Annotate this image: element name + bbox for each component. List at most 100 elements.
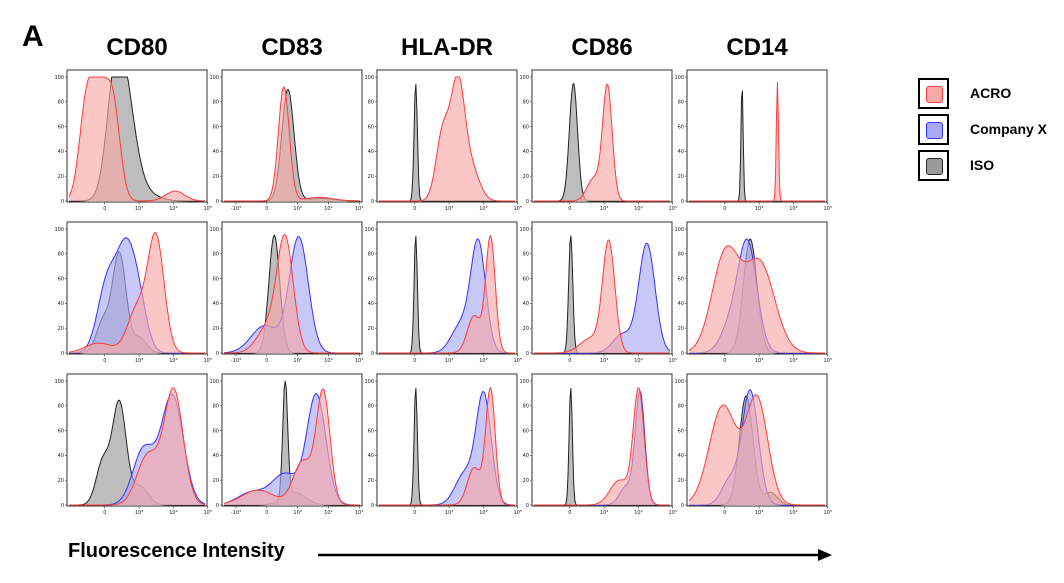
x-tick-label: 10⁴ xyxy=(479,510,487,516)
x-tick-label: 10⁵ xyxy=(669,510,677,516)
histogram-line-acro xyxy=(69,387,206,506)
histogram-panel-r1-cd80: 0 20 40 60 80 100 0 10³ 10⁴ 10⁵ xyxy=(54,69,212,212)
y-tick-label: 60 xyxy=(678,124,684,130)
histogram-fill-acro xyxy=(534,239,670,353)
x-tick-label: 0 xyxy=(568,510,571,516)
x-tick-label: 10⁵ xyxy=(824,358,832,364)
x-tick-label: 0 xyxy=(413,358,416,364)
histogram-panel-r3-hla-dr: 0 20 40 60 80 100 0 10³ 10⁴ 10⁵ xyxy=(364,373,522,516)
y-tick-label: 0 xyxy=(681,503,684,509)
y-tick-label: 100 xyxy=(364,227,374,233)
legend-label-company-x: Company X xyxy=(970,121,1048,137)
legend-label-iso: ISO xyxy=(970,157,995,173)
x-tick-label: 10⁴ xyxy=(634,206,642,212)
histogram-fill-acro xyxy=(379,77,515,201)
histogram-line-acro xyxy=(379,76,515,202)
y-tick-label: 40 xyxy=(523,453,529,459)
y-tick-label: 20 xyxy=(58,478,64,484)
histogram-fill-acro xyxy=(224,87,360,201)
x-tick-label: 10³ xyxy=(600,358,608,364)
x-tick-label: 10³ xyxy=(135,510,143,516)
x-tick-label: 10⁵ xyxy=(824,206,832,212)
histogram-line-acro xyxy=(534,83,670,202)
legend-swatch-iso xyxy=(926,158,943,175)
histogram-line-acro xyxy=(534,387,670,506)
histogram-panel-r2-hla-dr: 0 20 40 60 80 100 0 10³ 10⁴ 10⁵ xyxy=(364,221,522,364)
x-tick-label: 10⁵ xyxy=(514,206,522,212)
histogram-panel-r3-cd83: 0 20 40 60 80 100 -10³ 0 10³ 10⁴ 10⁵ xyxy=(209,373,363,516)
histogram-fill-acro xyxy=(224,388,360,505)
y-tick-label: 0 xyxy=(526,351,529,357)
x-tick-label: 10⁴ xyxy=(634,510,642,516)
y-tick-label: 20 xyxy=(523,478,529,484)
x-tick-label: 10³ xyxy=(755,510,763,516)
x-tick-label: 0 xyxy=(265,206,268,212)
x-axis-arrow xyxy=(318,549,832,561)
y-tick-label: 0 xyxy=(216,351,219,357)
y-tick-label: 60 xyxy=(368,124,374,130)
y-tick-label: 60 xyxy=(523,428,529,434)
histogram-panel-r2-cd14: 0 20 40 60 80 100 0 10³ 10⁴ 10⁵ xyxy=(674,221,832,364)
histogram-fill-acro xyxy=(689,394,825,505)
x-tick-label: 0 xyxy=(413,510,416,516)
x-tick-label: 10⁵ xyxy=(355,358,363,364)
x-tick-label: 10⁴ xyxy=(789,358,797,364)
y-tick-label: 60 xyxy=(368,428,374,434)
plot-frame xyxy=(686,69,828,203)
y-tick-label: 100 xyxy=(209,379,219,385)
y-tick-label: 0 xyxy=(526,503,529,509)
x-tick-label: 10⁵ xyxy=(669,358,677,364)
x-tick-label: 10⁴ xyxy=(169,358,177,364)
y-tick-label: 20 xyxy=(368,326,374,332)
x-tick-label: 10³ xyxy=(293,206,301,212)
y-tick-label: 20 xyxy=(678,326,684,332)
y-tick-label: 40 xyxy=(58,301,64,307)
histogram-line-acro xyxy=(379,386,515,506)
y-tick-label: 100 xyxy=(54,227,64,233)
histogram-fill-company-x xyxy=(69,237,205,353)
y-tick-label: 40 xyxy=(213,453,219,459)
y-tick-label: 20 xyxy=(368,478,374,484)
y-tick-label: 80 xyxy=(523,252,529,258)
x-tick-label: 10⁵ xyxy=(514,358,522,364)
legend-item-acro: ACRO xyxy=(918,78,1058,112)
y-tick-label: 0 xyxy=(371,351,374,357)
y-tick-label: 40 xyxy=(213,301,219,307)
histogram-line-acro xyxy=(688,394,825,506)
x-tick-label: 0 xyxy=(568,358,571,364)
x-tick-label: -10³ xyxy=(231,510,241,516)
x-tick-label: 10⁴ xyxy=(479,358,487,364)
y-tick-label: 80 xyxy=(678,404,684,410)
x-tick-label: 0 xyxy=(103,206,106,212)
legend-item-iso: ISO xyxy=(918,150,1058,184)
x-tick-label: 10⁴ xyxy=(169,206,177,212)
y-tick-label: 40 xyxy=(523,301,529,307)
column-title-cd14: CD14 xyxy=(726,34,788,61)
histogram-fill-iso xyxy=(224,89,360,201)
y-tick-label: 60 xyxy=(678,428,684,434)
y-tick-label: 20 xyxy=(213,174,219,180)
histogram-fill-acro xyxy=(689,245,825,353)
x-tick-label: 10⁵ xyxy=(824,510,832,516)
column-title-hla-dr: HLA-DR xyxy=(401,34,493,61)
histogram-panel-r2-cd86: 0 20 40 60 80 100 0 10³ 10⁴ 10⁵ xyxy=(519,221,677,364)
histogram-fill-acro xyxy=(224,234,360,353)
x-tick-label: 10³ xyxy=(135,358,143,364)
y-tick-label: 40 xyxy=(58,453,64,459)
x-tick-label: 0 xyxy=(265,510,268,516)
x-tick-label: 10³ xyxy=(445,206,453,212)
legend-label-acro: ACRO xyxy=(970,85,1012,101)
y-tick-label: 0 xyxy=(526,199,529,205)
y-tick-label: 20 xyxy=(58,326,64,332)
x-tick-label: 10³ xyxy=(135,206,143,212)
y-tick-label: 40 xyxy=(368,453,374,459)
panel-label: A xyxy=(22,20,44,53)
x-tick-label: 10⁵ xyxy=(355,510,363,516)
histogram-panel-r2-cd83: 0 20 40 60 80 100 -10³ 0 10³ 10⁴ 10⁵ xyxy=(209,221,363,364)
legend-swatch-acro xyxy=(926,86,943,103)
column-title-cd80: CD80 xyxy=(106,34,168,61)
y-tick-label: 60 xyxy=(523,276,529,282)
x-tick-label: 10⁵ xyxy=(204,358,212,364)
x-tick-label: 10⁴ xyxy=(324,358,332,364)
